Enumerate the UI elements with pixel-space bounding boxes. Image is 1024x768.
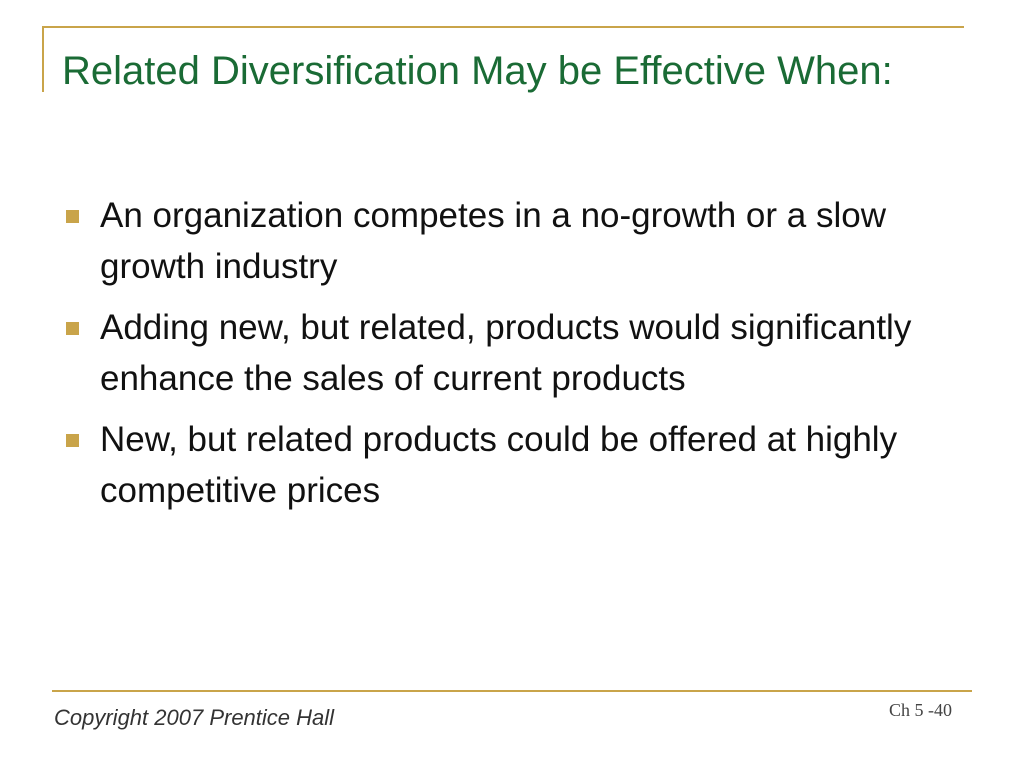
bullet-text: New, but related products could be offer… bbox=[100, 420, 898, 510]
slide-number: Ch 5 -40 bbox=[889, 700, 952, 720]
top-frame-rule bbox=[42, 26, 964, 28]
bullet-item: Adding new, but related, products would … bbox=[62, 302, 972, 404]
bullet-text: Adding new, but related, products would … bbox=[100, 308, 912, 398]
bullet-text: An organization competes in a no-growth … bbox=[100, 196, 886, 286]
square-bullet-icon bbox=[66, 210, 79, 223]
square-bullet-icon bbox=[66, 322, 79, 335]
left-frame-rule bbox=[42, 26, 44, 92]
footer-rule bbox=[52, 690, 972, 692]
bullet-item: An organization competes in a no-growth … bbox=[62, 190, 972, 292]
bullet-list: An organization competes in a no-growth … bbox=[62, 190, 972, 526]
bullet-item: New, but related products could be offer… bbox=[62, 414, 972, 516]
square-bullet-icon bbox=[66, 434, 79, 447]
slide-title: Related Diversification May be Effective… bbox=[62, 49, 893, 93]
copyright-text: Copyright 2007 Prentice Hall bbox=[54, 705, 335, 730]
